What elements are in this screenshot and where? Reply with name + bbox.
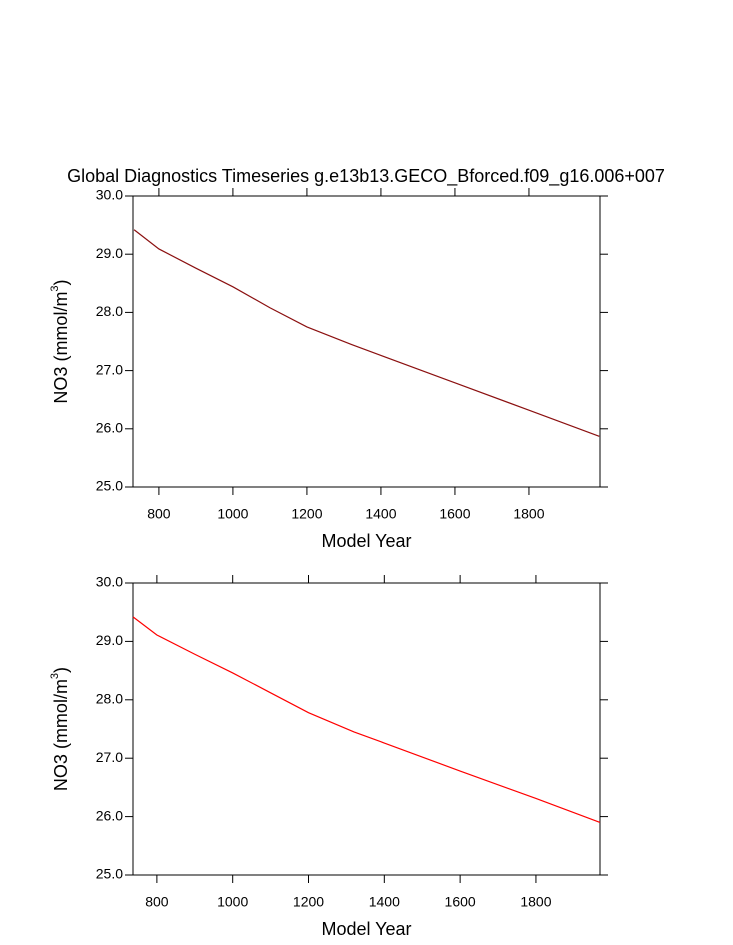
y-tick-label: 27.0 <box>96 361 123 377</box>
y-axis-label-main: NO3 (mmol/m <box>51 292 71 404</box>
y-axis-label-end: ) <box>51 279 71 285</box>
x-tick-label: 1800 <box>513 506 544 522</box>
x-tick-label: 1800 <box>520 894 551 910</box>
data-line <box>132 616 601 824</box>
x-tick-label: 800 <box>147 506 171 522</box>
x-tick-label: 1600 <box>439 506 470 522</box>
y-axis-label-end: ) <box>51 667 71 673</box>
y-tick-label: 25.0 <box>96 866 123 882</box>
x-tick-label: 1600 <box>445 894 476 910</box>
x-tick-label: 800 <box>145 894 169 910</box>
x-tick-label: 1400 <box>365 506 396 522</box>
chart-title: Global Diagnostics Timeseries g.e13b13.G… <box>67 166 665 187</box>
y-tick-label: 25.0 <box>96 478 123 494</box>
x-tick-label: 1200 <box>293 894 324 910</box>
plot-frame <box>132 582 601 876</box>
y-axis-label-sup: 3 <box>49 285 61 291</box>
y-axis-label-main: NO3 (mmol/m <box>51 679 71 791</box>
x-tick-label: 1400 <box>369 894 400 910</box>
plot-frame <box>132 195 601 488</box>
y-tick-label: 26.0 <box>96 807 123 823</box>
y-tick-label: 30.0 <box>96 187 123 203</box>
y-tick-label: 26.0 <box>96 420 123 436</box>
y-tick-label: 28.0 <box>96 691 123 707</box>
x-tick-label: 1200 <box>291 506 322 522</box>
y-tick-label: 28.0 <box>96 303 123 319</box>
x-tick-label: 1000 <box>217 506 248 522</box>
y-axis-label: NO3 (mmol/m3) <box>49 279 71 403</box>
y-tick-label: 27.0 <box>96 749 123 765</box>
y-tick-label: 29.0 <box>96 245 123 261</box>
data-line <box>133 229 600 437</box>
x-axis-label: Model Year <box>321 919 411 939</box>
x-axis-label: Model Year <box>321 531 411 551</box>
x-tick-label: 1000 <box>217 894 248 910</box>
y-axis-label-sup: 3 <box>49 673 61 679</box>
y-tick-label: 30.0 <box>96 574 123 590</box>
y-axis-label: NO3 (mmol/m3) <box>49 667 71 791</box>
y-tick-label: 29.0 <box>96 632 123 648</box>
